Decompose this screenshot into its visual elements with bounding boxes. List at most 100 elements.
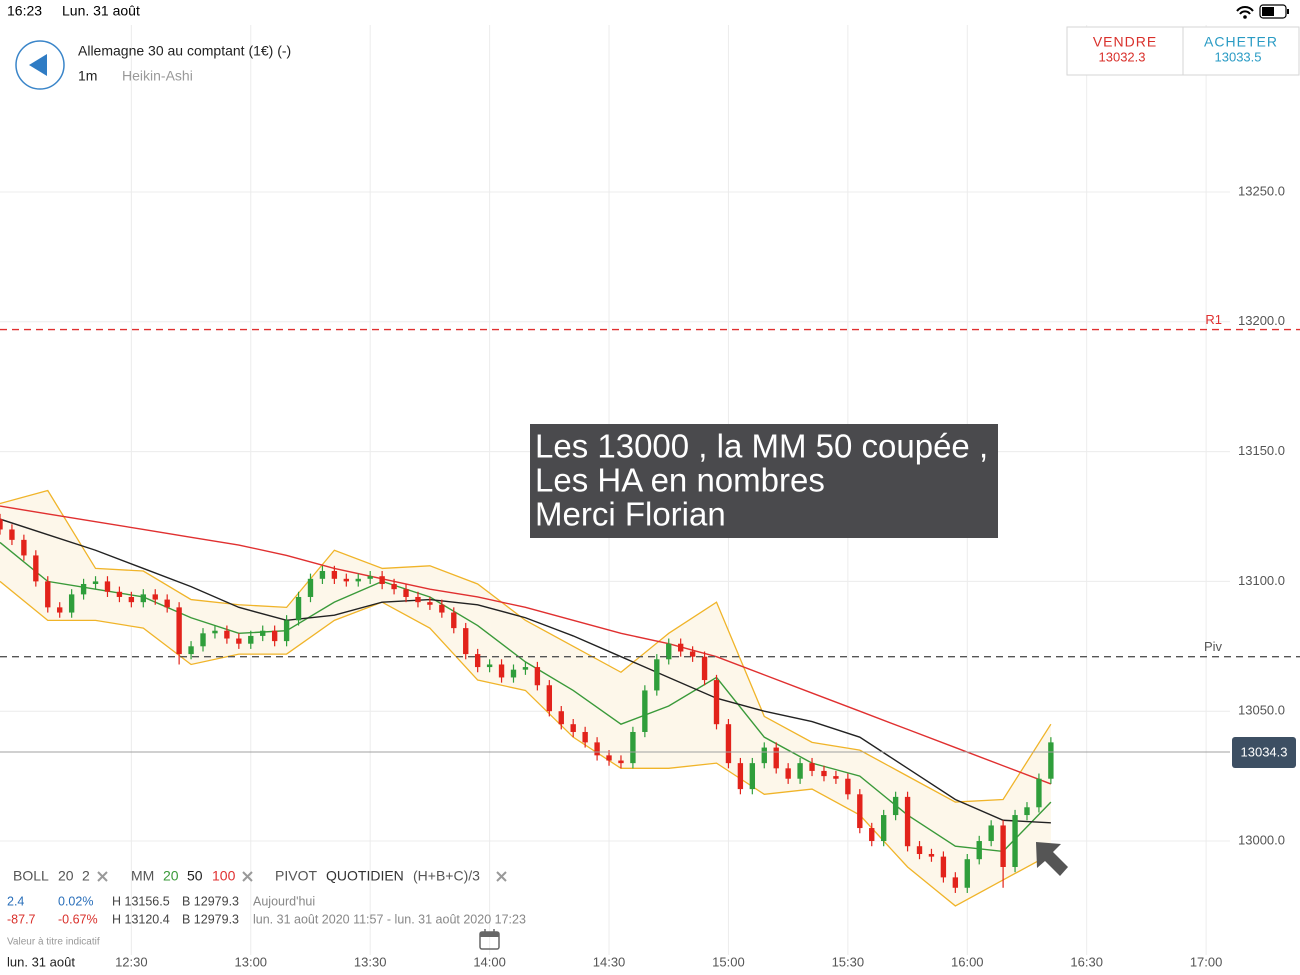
boll-name[interactable]: BOLL [13,868,49,884]
candle-body [892,796,899,816]
x-tick-label: 14:00 [473,954,506,969]
x-tick-label: 17:00 [1190,954,1223,969]
candle-body [80,583,87,595]
candle-body [952,877,959,888]
low: B 12979.3 [182,894,239,908]
candle-body [248,635,254,644]
last-price-label: 13034.3 [1241,744,1288,759]
candle-body [68,594,75,613]
disclaimer: Valeur à titre indicatif [7,937,100,948]
y-tick-label: 13150.0 [1238,443,1285,458]
calendar-button[interactable] [479,929,500,950]
status-time: 16:23 [7,3,42,19]
sell-price[interactable]: 13032.3 [1099,49,1146,64]
annotation-text: Les HA en nombres [535,462,825,499]
candle-body [510,669,517,678]
candle-body [534,667,541,686]
candle-body [271,630,278,642]
remove-boll[interactable] [97,871,108,882]
candle-body [236,638,242,644]
candle-body [821,770,827,777]
arrow-drawing [1036,842,1068,876]
candle-body [546,685,553,712]
boll-dev[interactable]: 2 [82,868,90,884]
high: H 13120.4 [112,912,170,926]
mm-period-3[interactable]: 100 [212,868,236,884]
change-points: 2.4 [7,894,24,908]
candle-body [713,680,720,725]
buy-price[interactable]: 13033.5 [1215,49,1262,64]
candle-body [582,731,588,743]
last-price-box [1232,736,1296,768]
candle-body [869,828,875,842]
candle-body [474,654,481,668]
candle-body [152,594,158,600]
candle-body [283,620,290,642]
candle-body [200,633,206,647]
candle-body [928,854,935,857]
back-button[interactable] [15,40,65,90]
candle-body [558,711,564,725]
candle-body [630,731,636,764]
candle-body [486,664,493,668]
candle-body [307,578,314,597]
x-tick-label: 15:30 [832,954,865,969]
candle-body [1012,815,1018,867]
candle-body [92,581,99,584]
candle-body [1036,778,1042,808]
moving-average [0,518,1051,824]
candle-body [33,555,39,582]
candle-body [140,594,146,603]
candle-body [116,591,123,597]
sell-button[interactable]: VENDRE 13032.3 [1093,34,1157,65]
x-tick-label: 14:30 [593,954,626,969]
candle-body [0,519,3,530]
candle-body [606,755,612,761]
annotation-text: Merci Florian [535,496,726,533]
change-percent: 0.02% [58,894,93,908]
x-tick-label: 16:00 [951,954,984,969]
candle-body [701,656,708,681]
candle-body [367,576,373,579]
mm-name[interactable]: MM [131,868,154,884]
x-tick-label: 13:30 [354,954,387,969]
remove-pivot[interactable] [496,871,507,882]
candle-body [224,630,230,639]
trade-panel [1066,26,1300,76]
level-label: R1 [1205,312,1222,327]
candle-body [940,856,947,878]
pivot-period[interactable]: QUOTIDIEN [326,868,404,884]
bollinger-upper [0,489,1052,803]
period: lun. 31 août 2020 11:57 - lun. 31 août 2… [253,912,526,926]
mm-period-2[interactable]: 50 [187,868,203,884]
sell-label[interactable]: VENDRE [1093,34,1157,50]
buy-button[interactable]: ACHETER 13033.5 [1204,34,1278,65]
y-tick-label: 13000.0 [1238,832,1285,847]
moving-average [0,505,1052,785]
pivot-name[interactable]: PIVOT [275,868,317,884]
boll-period[interactable]: 20 [58,868,74,884]
candle-body [833,776,839,779]
mm-period-1[interactable]: 20 [163,868,179,884]
x-tick-label: 12:30 [115,954,148,969]
candle-body [343,578,349,582]
buy-label[interactable]: ACHETER [1204,34,1278,50]
chart-style[interactable]: Heikin-Ashi [122,68,193,84]
candle-body [916,846,923,855]
candle-body [439,604,445,613]
interval[interactable]: 1m [78,68,97,84]
candle-body [809,763,815,771]
candle-body [57,607,63,613]
candle-body [522,667,529,670]
candle-body [618,760,624,764]
candle-body [45,581,51,608]
candle-body [128,596,135,603]
candle-body [260,630,266,636]
pivot-formula[interactable]: (H+B+C)/3 [413,868,480,884]
candle-body [761,747,767,764]
remove-mm[interactable] [242,871,253,882]
candle-body [1048,742,1054,779]
candle-body [188,646,194,655]
candle-body [295,596,302,621]
